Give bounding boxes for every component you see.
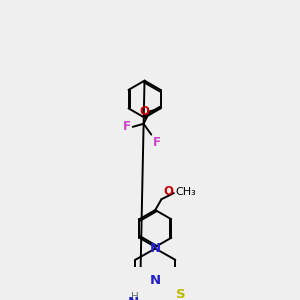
Text: N: N: [150, 242, 161, 255]
Text: O: O: [139, 105, 149, 118]
Text: N: N: [128, 296, 139, 300]
Text: O: O: [163, 185, 173, 198]
Text: CH₃: CH₃: [175, 187, 196, 197]
Text: F: F: [153, 136, 161, 149]
Text: N: N: [150, 274, 161, 287]
Text: F: F: [122, 120, 130, 134]
Text: H: H: [131, 292, 139, 300]
Text: S: S: [176, 288, 186, 300]
